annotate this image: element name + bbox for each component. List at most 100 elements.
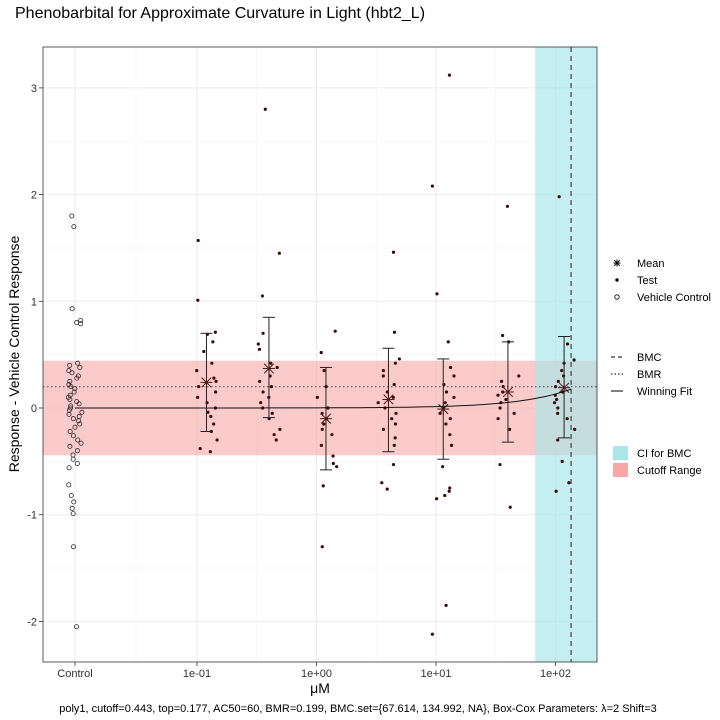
vehicle-control-point bbox=[77, 421, 83, 427]
test-point bbox=[508, 505, 512, 509]
mean-marker bbox=[382, 393, 395, 406]
test-point bbox=[381, 427, 386, 431]
vehicle-control-point bbox=[76, 418, 82, 424]
legend-label: CI for BMC bbox=[637, 448, 691, 460]
test-point bbox=[381, 369, 386, 373]
vehicle-control-point bbox=[69, 505, 75, 511]
test-point bbox=[500, 333, 505, 338]
vehicle-control-point bbox=[66, 482, 72, 488]
vehicle-control-point bbox=[71, 224, 77, 230]
vehicle-control-point bbox=[68, 384, 74, 390]
vehicle-control-point bbox=[67, 428, 73, 434]
y-tick-label: 1 bbox=[31, 296, 37, 308]
test-point bbox=[498, 462, 502, 467]
y-tick-label: -2 bbox=[27, 616, 37, 628]
reference-lines bbox=[43, 47, 597, 662]
mean-marker-stroke bbox=[201, 377, 212, 388]
vehicle-control-point bbox=[67, 362, 73, 368]
vehicle-control-point bbox=[74, 460, 80, 466]
x-tick-label: Control bbox=[57, 668, 92, 680]
vehicle-control-point bbox=[71, 499, 77, 505]
test-point bbox=[391, 395, 395, 399]
vehicle-control-point bbox=[68, 403, 74, 409]
test-point bbox=[565, 342, 570, 346]
legend-label: BMR bbox=[637, 369, 662, 381]
test-point bbox=[449, 443, 454, 447]
vehicle-control-point bbox=[75, 360, 81, 366]
test-point bbox=[392, 443, 396, 447]
vehicle-control-point bbox=[78, 440, 84, 446]
points bbox=[65, 73, 577, 636]
y-tick-label: -1 bbox=[27, 510, 37, 522]
test-point bbox=[555, 397, 559, 402]
test-point bbox=[209, 414, 213, 419]
test-point bbox=[565, 417, 569, 421]
test-point bbox=[335, 465, 339, 469]
y-tick-label: 0 bbox=[31, 403, 37, 415]
test-point bbox=[322, 369, 326, 373]
test-point bbox=[278, 427, 282, 431]
test-point bbox=[261, 390, 265, 394]
test-point bbox=[321, 484, 325, 488]
test-point bbox=[556, 379, 560, 383]
test-point bbox=[394, 411, 398, 415]
test-point bbox=[393, 361, 398, 365]
vehicle-control-point bbox=[78, 318, 84, 324]
legend-label: Cutoff Range bbox=[637, 465, 702, 477]
mean-marker bbox=[262, 362, 275, 375]
mean-marker bbox=[319, 412, 332, 425]
test-point bbox=[214, 379, 218, 383]
vehicle-control-point bbox=[74, 375, 80, 381]
vehicle-control-point bbox=[70, 511, 76, 517]
test-point bbox=[269, 361, 273, 365]
vehicle-control-point bbox=[66, 411, 72, 417]
test-point bbox=[447, 73, 452, 77]
vehicle-control-point bbox=[69, 370, 75, 376]
test-point bbox=[554, 489, 558, 493]
legend-mean-symbol bbox=[613, 259, 621, 267]
test-point bbox=[206, 410, 210, 414]
test-point bbox=[443, 493, 447, 498]
test-point bbox=[556, 411, 560, 415]
test-point bbox=[567, 481, 571, 485]
means bbox=[200, 362, 571, 425]
test-point bbox=[512, 411, 516, 415]
test-point bbox=[257, 347, 262, 351]
test-point bbox=[320, 427, 324, 431]
test-point bbox=[261, 331, 265, 335]
test-point bbox=[196, 238, 200, 243]
vehicle-control-point bbox=[67, 396, 73, 402]
test-point bbox=[392, 382, 396, 387]
legend-label: BMC bbox=[637, 352, 662, 364]
test-point bbox=[444, 603, 448, 607]
vehicle-control-point bbox=[75, 437, 81, 443]
test-point bbox=[390, 417, 394, 421]
y-axis-title: Response - Vehicle Control Response bbox=[6, 235, 22, 472]
x-tick-label: 1e+01 bbox=[421, 668, 452, 680]
vehicle-control-point bbox=[67, 378, 73, 384]
vehicle-control-point bbox=[77, 364, 83, 370]
x-tick-label: 1e+00 bbox=[301, 668, 332, 680]
y-tick-label: 2 bbox=[31, 190, 37, 202]
test-point bbox=[213, 390, 218, 394]
x-tick-label: 1e-01 bbox=[183, 668, 211, 680]
test-point bbox=[573, 427, 577, 431]
test-point bbox=[447, 489, 451, 493]
test-point bbox=[196, 298, 200, 302]
legend-fill-swatch bbox=[613, 446, 628, 460]
test-point bbox=[448, 433, 452, 437]
test-point bbox=[556, 438, 560, 442]
test-point bbox=[383, 406, 387, 410]
test-point bbox=[195, 369, 199, 373]
legend-mean-stroke bbox=[613, 259, 621, 267]
test-point bbox=[196, 395, 200, 399]
test-point bbox=[443, 401, 447, 405]
panel-border bbox=[42, 46, 598, 663]
vehicle-control-point bbox=[68, 492, 74, 498]
test-point bbox=[393, 422, 398, 426]
legend-label: Test bbox=[637, 275, 657, 287]
vehicle-control-point bbox=[70, 416, 76, 422]
test-point bbox=[256, 342, 260, 346]
